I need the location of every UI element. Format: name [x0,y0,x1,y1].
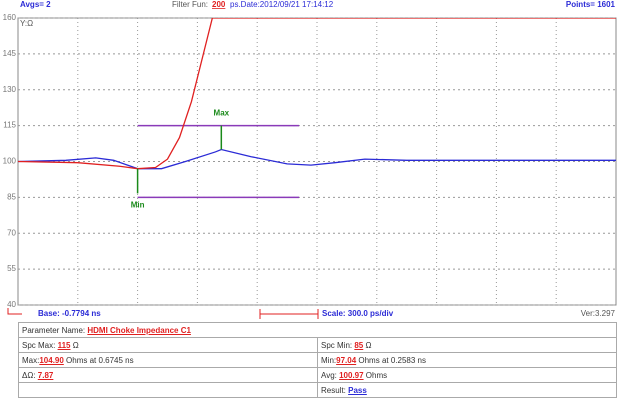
points: Points= 1601 [566,0,616,9]
y-tick-label: 40 [7,300,16,309]
cell-label: Max: [22,355,40,365]
series-line [18,18,616,170]
y-tick-label: 100 [3,157,17,166]
cell: Max:104.90 Ohms at 0.6745 ns [18,352,318,368]
y-tick-label: 115 [3,121,16,130]
chart: Avgs= 2 Filter Fun: 200 ps.Date:2012/09/… [3,0,617,319]
cell-label: ΔΩ: [22,370,38,380]
avgs: Avgs= 2 [20,0,51,9]
cell: Min:97.04 Ohms at 0.2583 ns [317,352,617,368]
cell-unit: Ohms at 0.6745 ns [63,355,134,365]
cell: Spc Max: 115 Ω [18,337,318,353]
cell-label: Result: [321,385,349,395]
y-tick-label: 85 [7,192,16,201]
cell-label: Spc Min: [321,340,355,350]
base: Base: -0.7794 ns [38,309,101,318]
row: Spc Max: 115 Ω Spc Min: 85 Ω [18,337,617,353]
cell-label: Spc Max: [22,340,58,350]
min-label: Min [131,200,145,209]
scale: Scale: 300.0 ps/div [322,309,394,318]
cell: Result: Pass [317,382,617,398]
y-tick-label: 55 [7,264,16,273]
y-label: Y:Ω [20,19,33,28]
cell-label: Min: [321,355,337,365]
filter-label: Filter Fun: [172,0,208,9]
base-marker [7,308,22,315]
cell-label: Parameter Name: [22,325,88,335]
row: Result: Pass [18,382,617,398]
cell-value: 85 [354,340,364,350]
filter-value: 200 [212,0,226,9]
series-line [18,148,616,170]
cell: ΔΩ: 7.87 [18,367,318,383]
cell-unit: Ω [70,340,79,350]
cell-unit: Ohms [363,370,388,380]
date: ps.Date:2012/09/21 17:14:12 [230,0,334,9]
cell [18,382,318,398]
version: Ver:3.297 [581,309,616,318]
cell: Parameter Name: HDMI Choke Impedance C1 [18,322,617,338]
y-tick-label: 130 [3,85,17,94]
cell: Spc Min: 85 Ω [317,337,617,353]
y-tick-label: 70 [7,228,16,237]
max-label: Max [214,109,230,118]
cell-value: 97.04 [336,355,357,365]
cell-value: 7.87 [37,370,54,380]
row: ΔΩ: 7.87 Avg: 100.97 Ohms [18,367,617,383]
cell-value: 100.97 [339,370,364,380]
row: Max:104.90 Ohms at 0.6745 ns Min:97.04 Oh… [18,352,617,368]
cell-value: Pass [348,385,367,395]
cell-value: 115 [57,340,71,350]
y-tick-label: 160 [3,13,17,22]
plot-frame [17,17,617,306]
cell-label: Avg: [321,370,340,380]
result-table: Parameter Name: HDMI Choke Impedance C1 S… [18,322,617,398]
scale-marker [259,309,319,319]
y-tick-label: 145 [3,49,17,58]
cell-unit: Ω [363,340,372,350]
cell-value: 104.90 [39,355,64,365]
cell: Avg: 100.97 Ohms [317,367,617,383]
row: Parameter Name: HDMI Choke Impedance C1 [18,322,617,338]
cell-value: HDMI Choke Impedance C1 [87,325,191,335]
cell-unit: Ohms at 0.2583 ns [356,355,426,365]
